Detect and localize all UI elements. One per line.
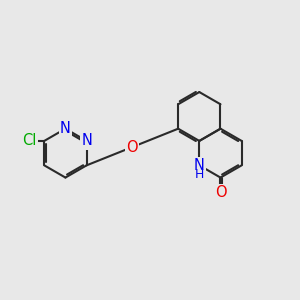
Text: N: N [81, 134, 92, 148]
Text: Cl: Cl [22, 134, 36, 148]
Text: O: O [127, 140, 138, 154]
Text: H: H [195, 168, 204, 181]
Text: O: O [215, 185, 226, 200]
Text: N: N [60, 121, 71, 136]
Text: N: N [194, 158, 205, 173]
